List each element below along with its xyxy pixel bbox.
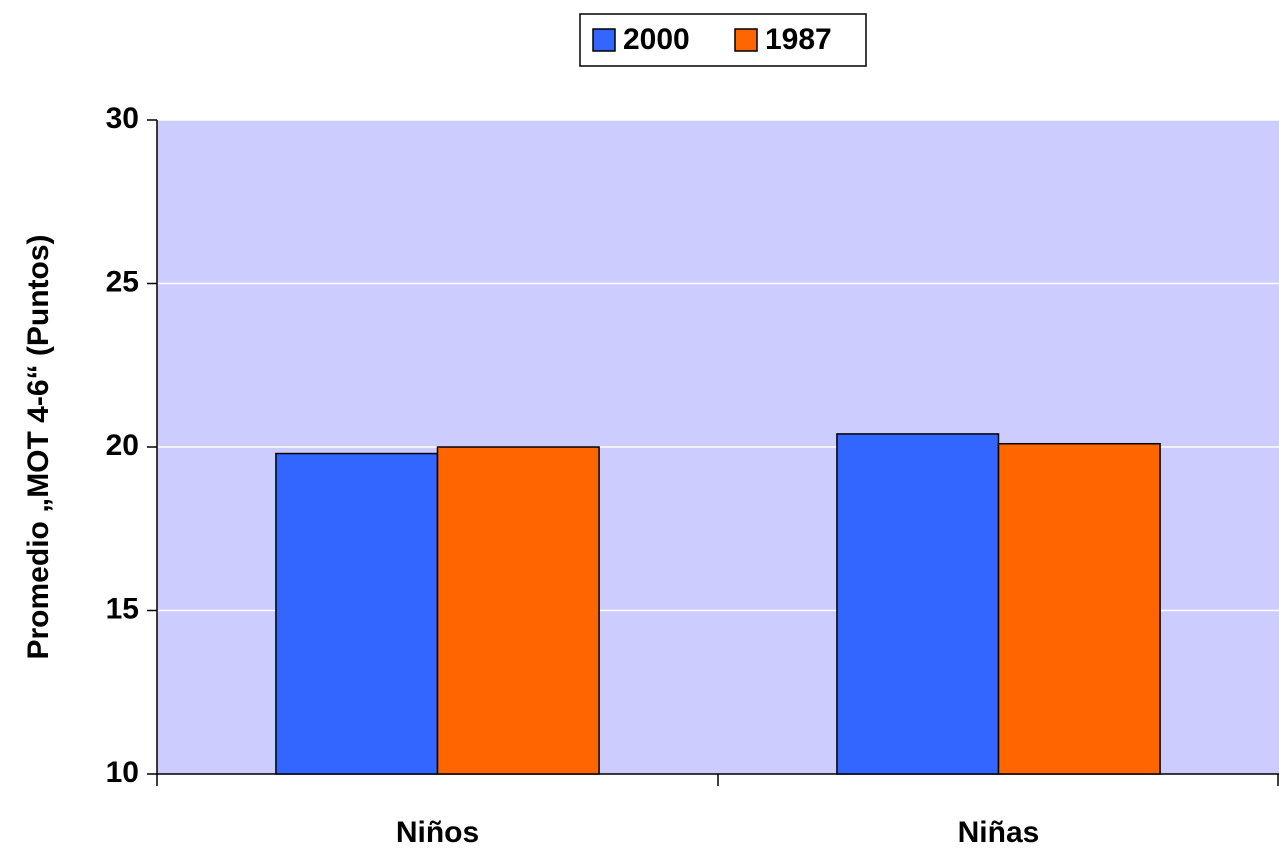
bar [275,452,439,775]
y-tick-label: 10 [106,756,139,789]
legend-swatch [734,28,758,52]
y-tick-label: 25 [106,265,139,298]
legend-box [579,13,867,67]
bar [997,442,1161,775]
bar [436,446,600,775]
legend-swatch [592,28,616,52]
y-tick-label: 20 [106,429,139,462]
y-axis-label: Promedio „MOT 4-6“ (Puntos) [22,234,55,659]
bar [836,433,1000,775]
y-tick-label: 30 [106,102,139,135]
legend-label: 2000 [623,23,690,56]
legend-label: 1987 [765,23,832,56]
x-tick-label: Niños [396,816,479,849]
x-tick-label: Niñas [958,816,1040,849]
y-tick-label: 15 [106,592,139,625]
